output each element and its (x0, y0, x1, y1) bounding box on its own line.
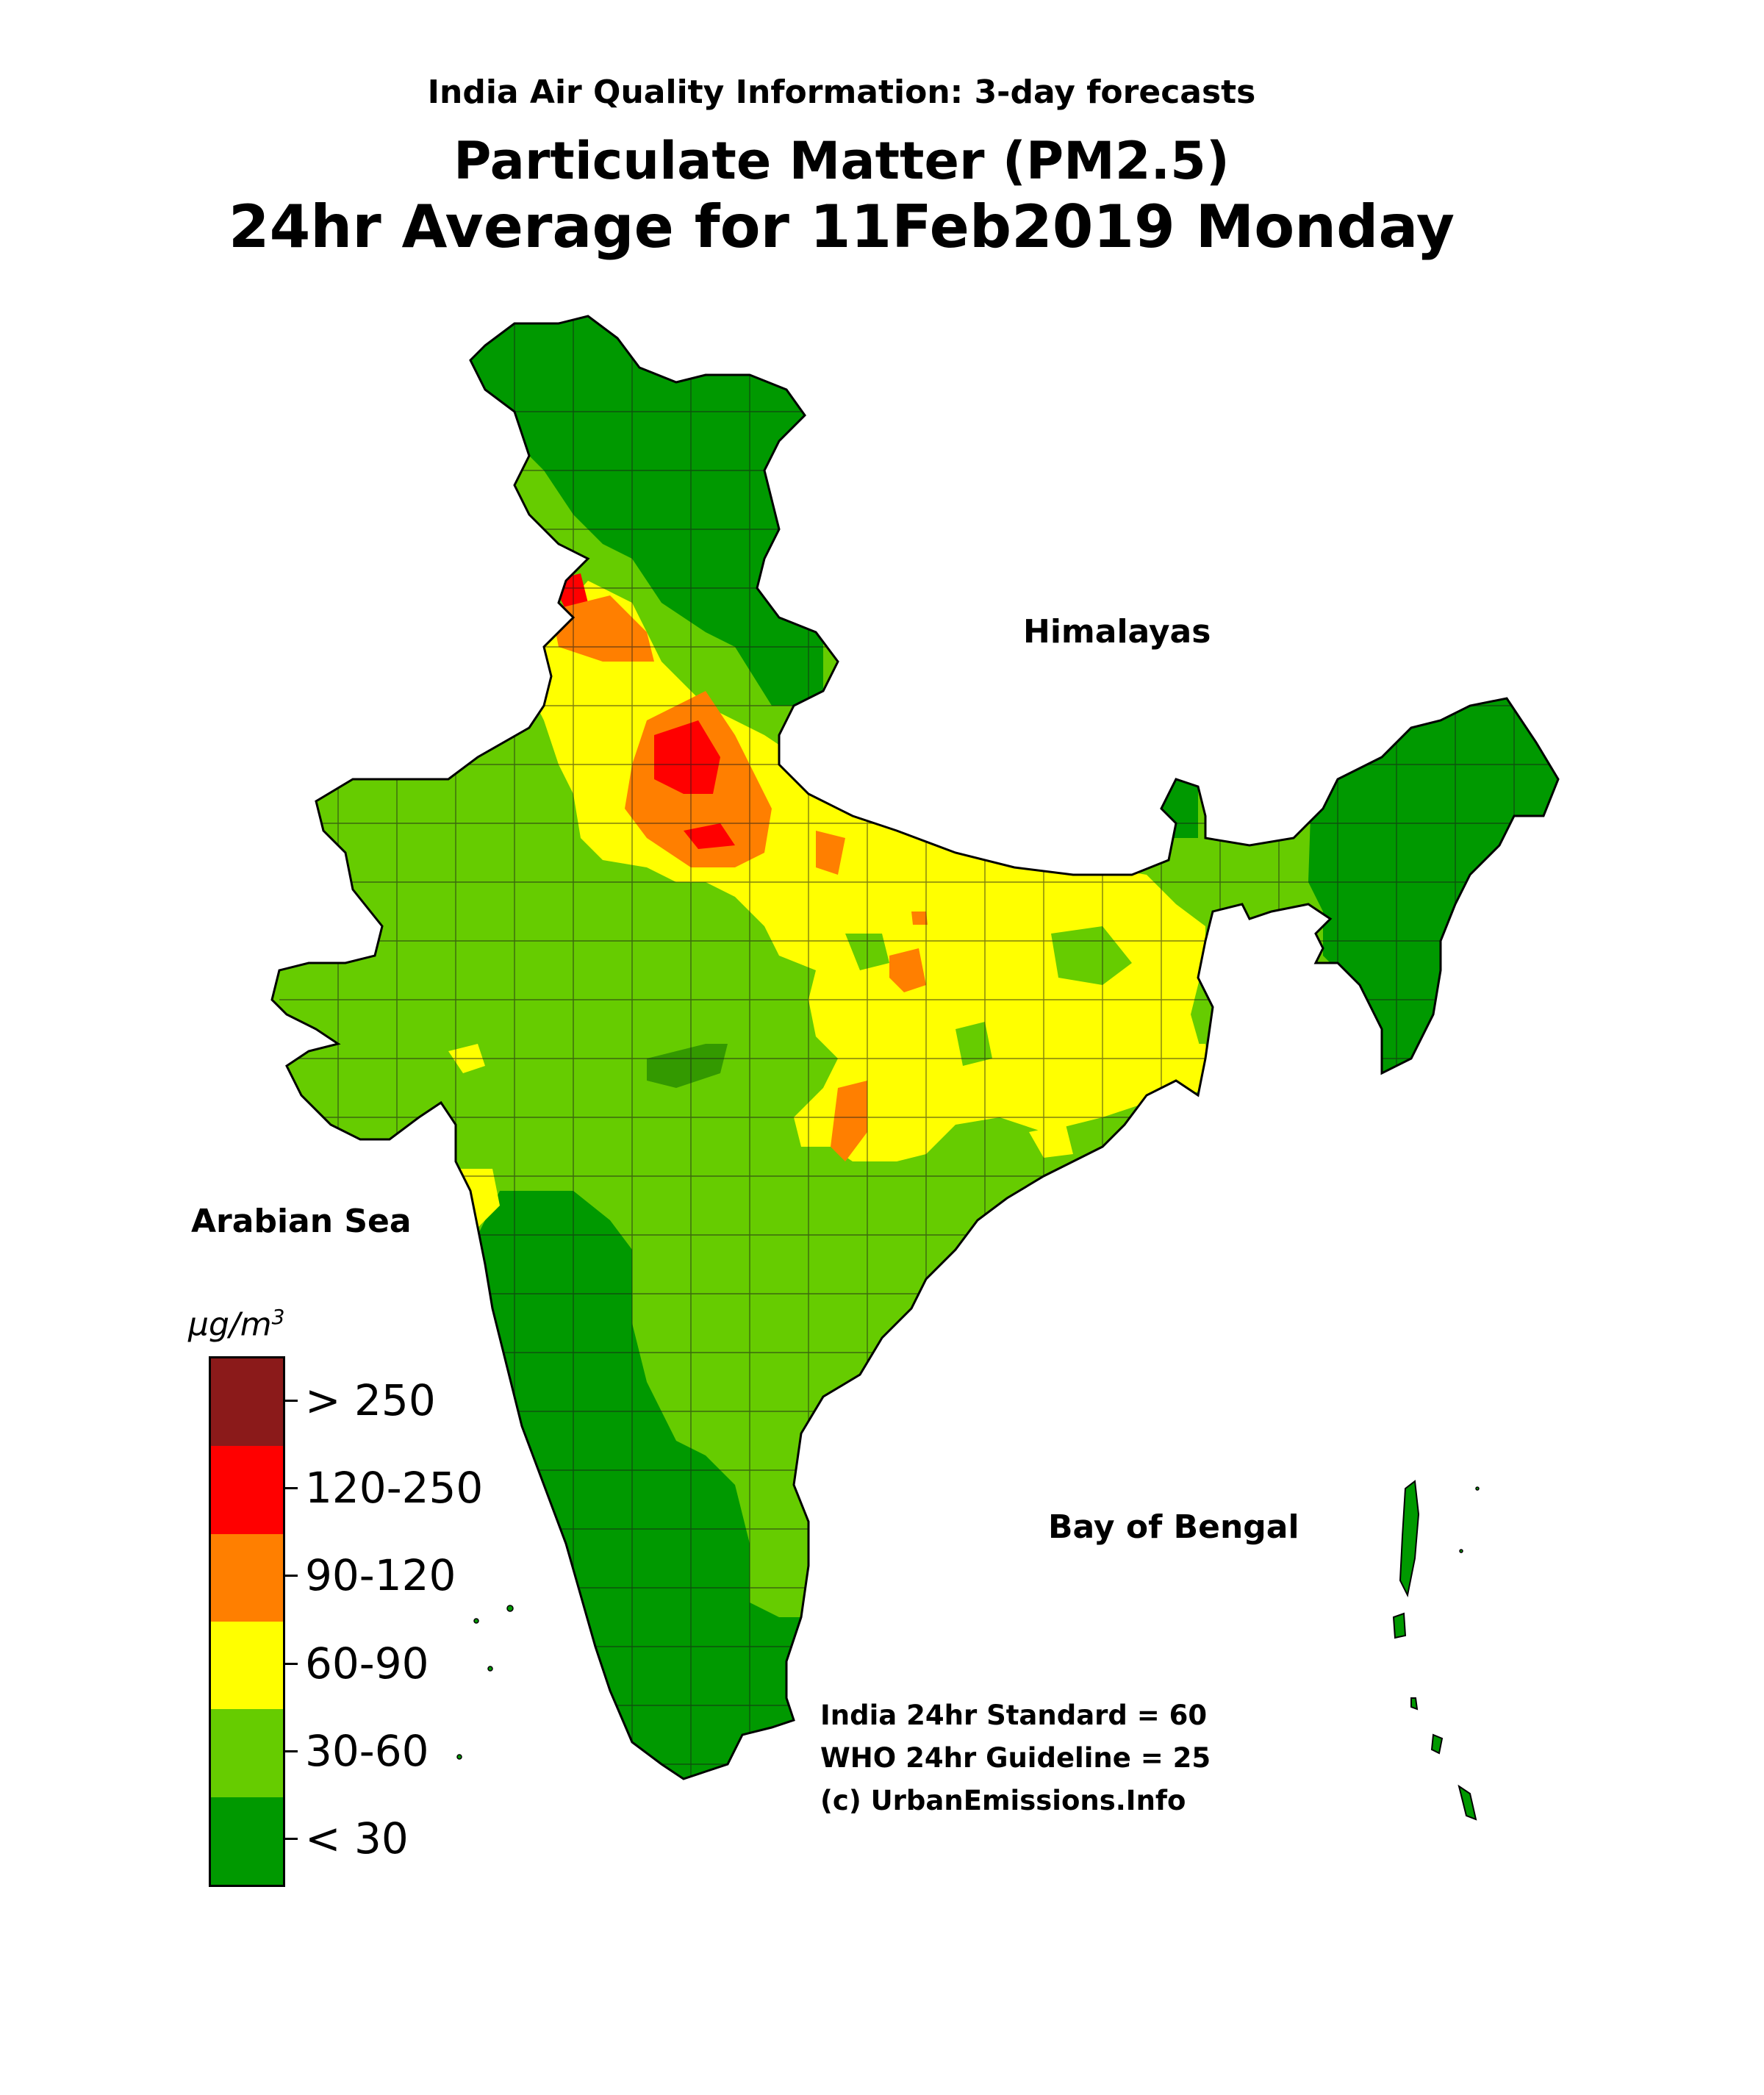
legend-swatch (211, 1446, 283, 1534)
legend-tick (283, 1487, 298, 1489)
legend-tick-label: > 250 (305, 1375, 436, 1425)
legend-unit-exponent: 3 (271, 1305, 285, 1329)
india-standard-text: India 24hr Standard = 60 (820, 1700, 1208, 1731)
credit-text: (c) UrbanEmissions.Info (820, 1785, 1186, 1816)
legend-tick-label: < 30 (305, 1813, 409, 1864)
legend-tick-label: 90-120 (305, 1550, 456, 1601)
legend-swatch (211, 1533, 283, 1622)
who-guideline-text: WHO 24hr Guideline = 25 (820, 1742, 1211, 1774)
colorbar-legend (209, 1356, 285, 1887)
legend-swatch (211, 1797, 283, 1885)
legend-tick (283, 1399, 298, 1402)
legend-swatch (211, 1358, 283, 1447)
arabian-sea-label: Arabian Sea (191, 1203, 412, 1240)
legend-swatch (211, 1709, 283, 1797)
date-title: 24hr Average for 11Feb2019 Monday (228, 193, 1455, 261)
legend-unit: μg/m3 (188, 1305, 284, 1344)
legend-swatch (211, 1621, 283, 1710)
legend-tick (283, 1662, 298, 1665)
forecast-subtitle: India Air Quality Information: 3-day for… (427, 74, 1256, 111)
legend-tick (283, 1750, 298, 1752)
legend-tick (283, 1575, 298, 1577)
standards-notes: India 24hr Standard = 60 WHO 24hr Guidel… (820, 1694, 1211, 1822)
legend-tick (283, 1838, 298, 1841)
himalayas-label: Himalayas (1023, 613, 1211, 651)
legend-tick-label: 120-250 (305, 1463, 484, 1513)
legend-unit-text: μg/m (188, 1306, 272, 1344)
pollutant-title: Particulate Matter (PM2.5) (453, 131, 1230, 191)
legend-tick-label: 30-60 (305, 1726, 429, 1776)
legend-tick-label: 60-90 (305, 1638, 429, 1688)
bay-of-bengal-label: Bay of Bengal (1048, 1508, 1299, 1546)
